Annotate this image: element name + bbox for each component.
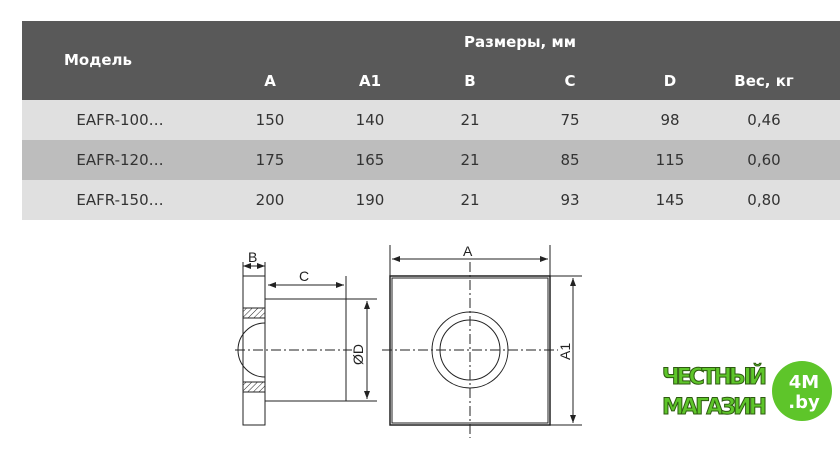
side-view [235, 262, 377, 426]
model-header: Модель [64, 51, 132, 69]
logo-badge-top: 4M [789, 372, 819, 393]
label-a1: A1 [557, 343, 573, 360]
group-header: Размеры, мм [463, 33, 577, 51]
cell: 115 [655, 151, 685, 169]
cell: 190 [355, 191, 385, 209]
cell: 21 [460, 111, 480, 129]
cell: 165 [355, 151, 385, 169]
logo-badge-bottom: .by [788, 392, 820, 413]
cell: 85 [560, 151, 580, 169]
cell: 150 [255, 111, 285, 129]
cell: 21 [460, 151, 480, 169]
cell: EAFR-100… [76, 111, 164, 129]
col-header: C [564, 72, 576, 90]
table-row: EAFR-150… 200 190 21 93 145 0,80 [22, 180, 840, 220]
cell: 75 [560, 111, 580, 129]
col-header: A1 [358, 72, 382, 90]
col-header: A [264, 72, 276, 90]
table-row: EAFR-100… 150 140 21 75 98 0,46 [22, 100, 840, 140]
cell: 0,60 [747, 151, 781, 169]
cell: 200 [255, 191, 285, 209]
cell: 93 [560, 191, 580, 209]
logo-line2: МАГАЗИН [662, 395, 767, 420]
cell: EAFR-120… [76, 151, 164, 169]
dimensions-table: Модель Размеры, мм A A1 B C D Вес, кг EA… [22, 21, 840, 220]
cell: EAFR-150… [76, 191, 164, 209]
cell: 0,46 [747, 111, 781, 129]
label-a: A [463, 243, 473, 259]
cell: 140 [355, 111, 385, 129]
cell: 175 [255, 151, 285, 169]
store-logo: ЧЕСТНЫЙ МАГАЗИН 4M .by [660, 358, 835, 432]
cell: 0,80 [747, 191, 781, 209]
label-c: C [299, 268, 309, 284]
cell: 98 [660, 111, 680, 129]
table-row: EAFR-120… 175 165 21 85 115 0,60 [22, 140, 840, 180]
table-header: Модель Размеры, мм A A1 B C D Вес, кг [22, 21, 840, 100]
cell: 145 [655, 191, 685, 209]
label-b: B [248, 249, 257, 265]
col-header: B [464, 72, 476, 90]
front-view [382, 245, 582, 438]
col-header: Вес, кг [734, 72, 794, 90]
logo-line1: ЧЕСТНЫЙ [662, 364, 767, 390]
col-header: D [663, 72, 677, 90]
label-d: ØD [350, 344, 366, 365]
cell: 21 [460, 191, 480, 209]
